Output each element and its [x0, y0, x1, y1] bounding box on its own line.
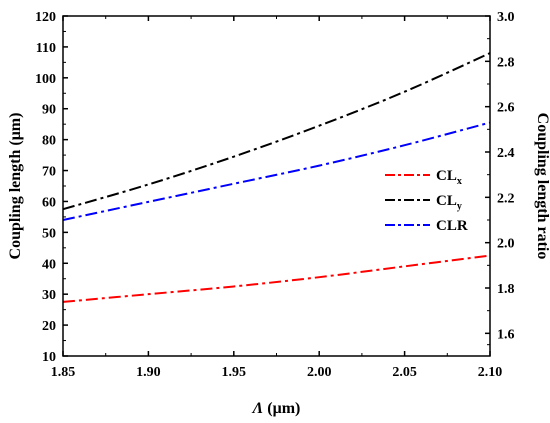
y-right-axis-ticks: 1.6 1.8 2.0 2.2 2.4 2.6 2.8 3.0: [485, 10, 515, 346]
x-tick-label: 2.05: [392, 365, 417, 380]
y-left-tick-label: 70: [42, 165, 56, 180]
y-left-tick-label: 90: [42, 103, 56, 118]
legend-label-CLR: CLR: [436, 218, 468, 234]
x-tick-label: 1.90: [136, 365, 161, 380]
y-right-tick-label: 2.8: [497, 55, 515, 70]
y-left-tick-label: 80: [42, 134, 56, 149]
y-right-tick-label: 2.4: [497, 146, 515, 161]
series-line-CLy: [62, 52, 491, 211]
legend-label-CLy: CLy: [436, 193, 462, 212]
y-right-tick-label: 1.6: [497, 327, 515, 342]
y-left-tick-label: 20: [42, 319, 56, 334]
y-left-tick-label: 100: [35, 72, 56, 87]
y-left-tick-label: 10: [42, 350, 56, 365]
x-axis-ticks: 1.85 1.90 1.95 2.00 2.05 2.10: [51, 16, 503, 380]
y-left-tick-label: 50: [42, 226, 56, 241]
y-left-tick-label: 40: [42, 257, 56, 272]
y-right-tick-label: 3.0: [497, 10, 515, 25]
y-right-tick-label: 1.8: [497, 282, 515, 297]
y-right-tick-label: 2.0: [497, 237, 515, 252]
series-layer: [62, 52, 491, 303]
series-line-CLx: [62, 254, 491, 303]
y-left-tick-label: 110: [36, 41, 56, 56]
legend: CLx CLy CLR: [385, 168, 468, 234]
series-line-CLR: [62, 121, 491, 221]
y-right-tick-label: 2.2: [497, 191, 515, 206]
plot-frame: [62, 15, 491, 357]
x-tick-label: 1.85: [51, 365, 76, 380]
x-axis-symbol: Λ: [252, 400, 264, 417]
x-axis-title: Λ (μm): [252, 400, 301, 417]
x-tick-label: 2.10: [478, 365, 503, 380]
x-tick-label: 2.00: [307, 365, 332, 380]
y-left-axis-title: Coupling length (μm): [7, 113, 24, 260]
x-axis-unit: (μm): [263, 400, 300, 417]
y-left-tick-label: 30: [42, 288, 56, 303]
y-left-tick-label: 60: [42, 195, 56, 210]
y-left-tick-label: 120: [35, 10, 56, 25]
x-tick-label: 1.95: [222, 365, 247, 380]
legend-label-CLx: CLx: [436, 168, 462, 187]
y-right-axis-title: Coupling length ratio: [534, 113, 550, 260]
y-right-tick-label: 2.6: [497, 101, 515, 116]
